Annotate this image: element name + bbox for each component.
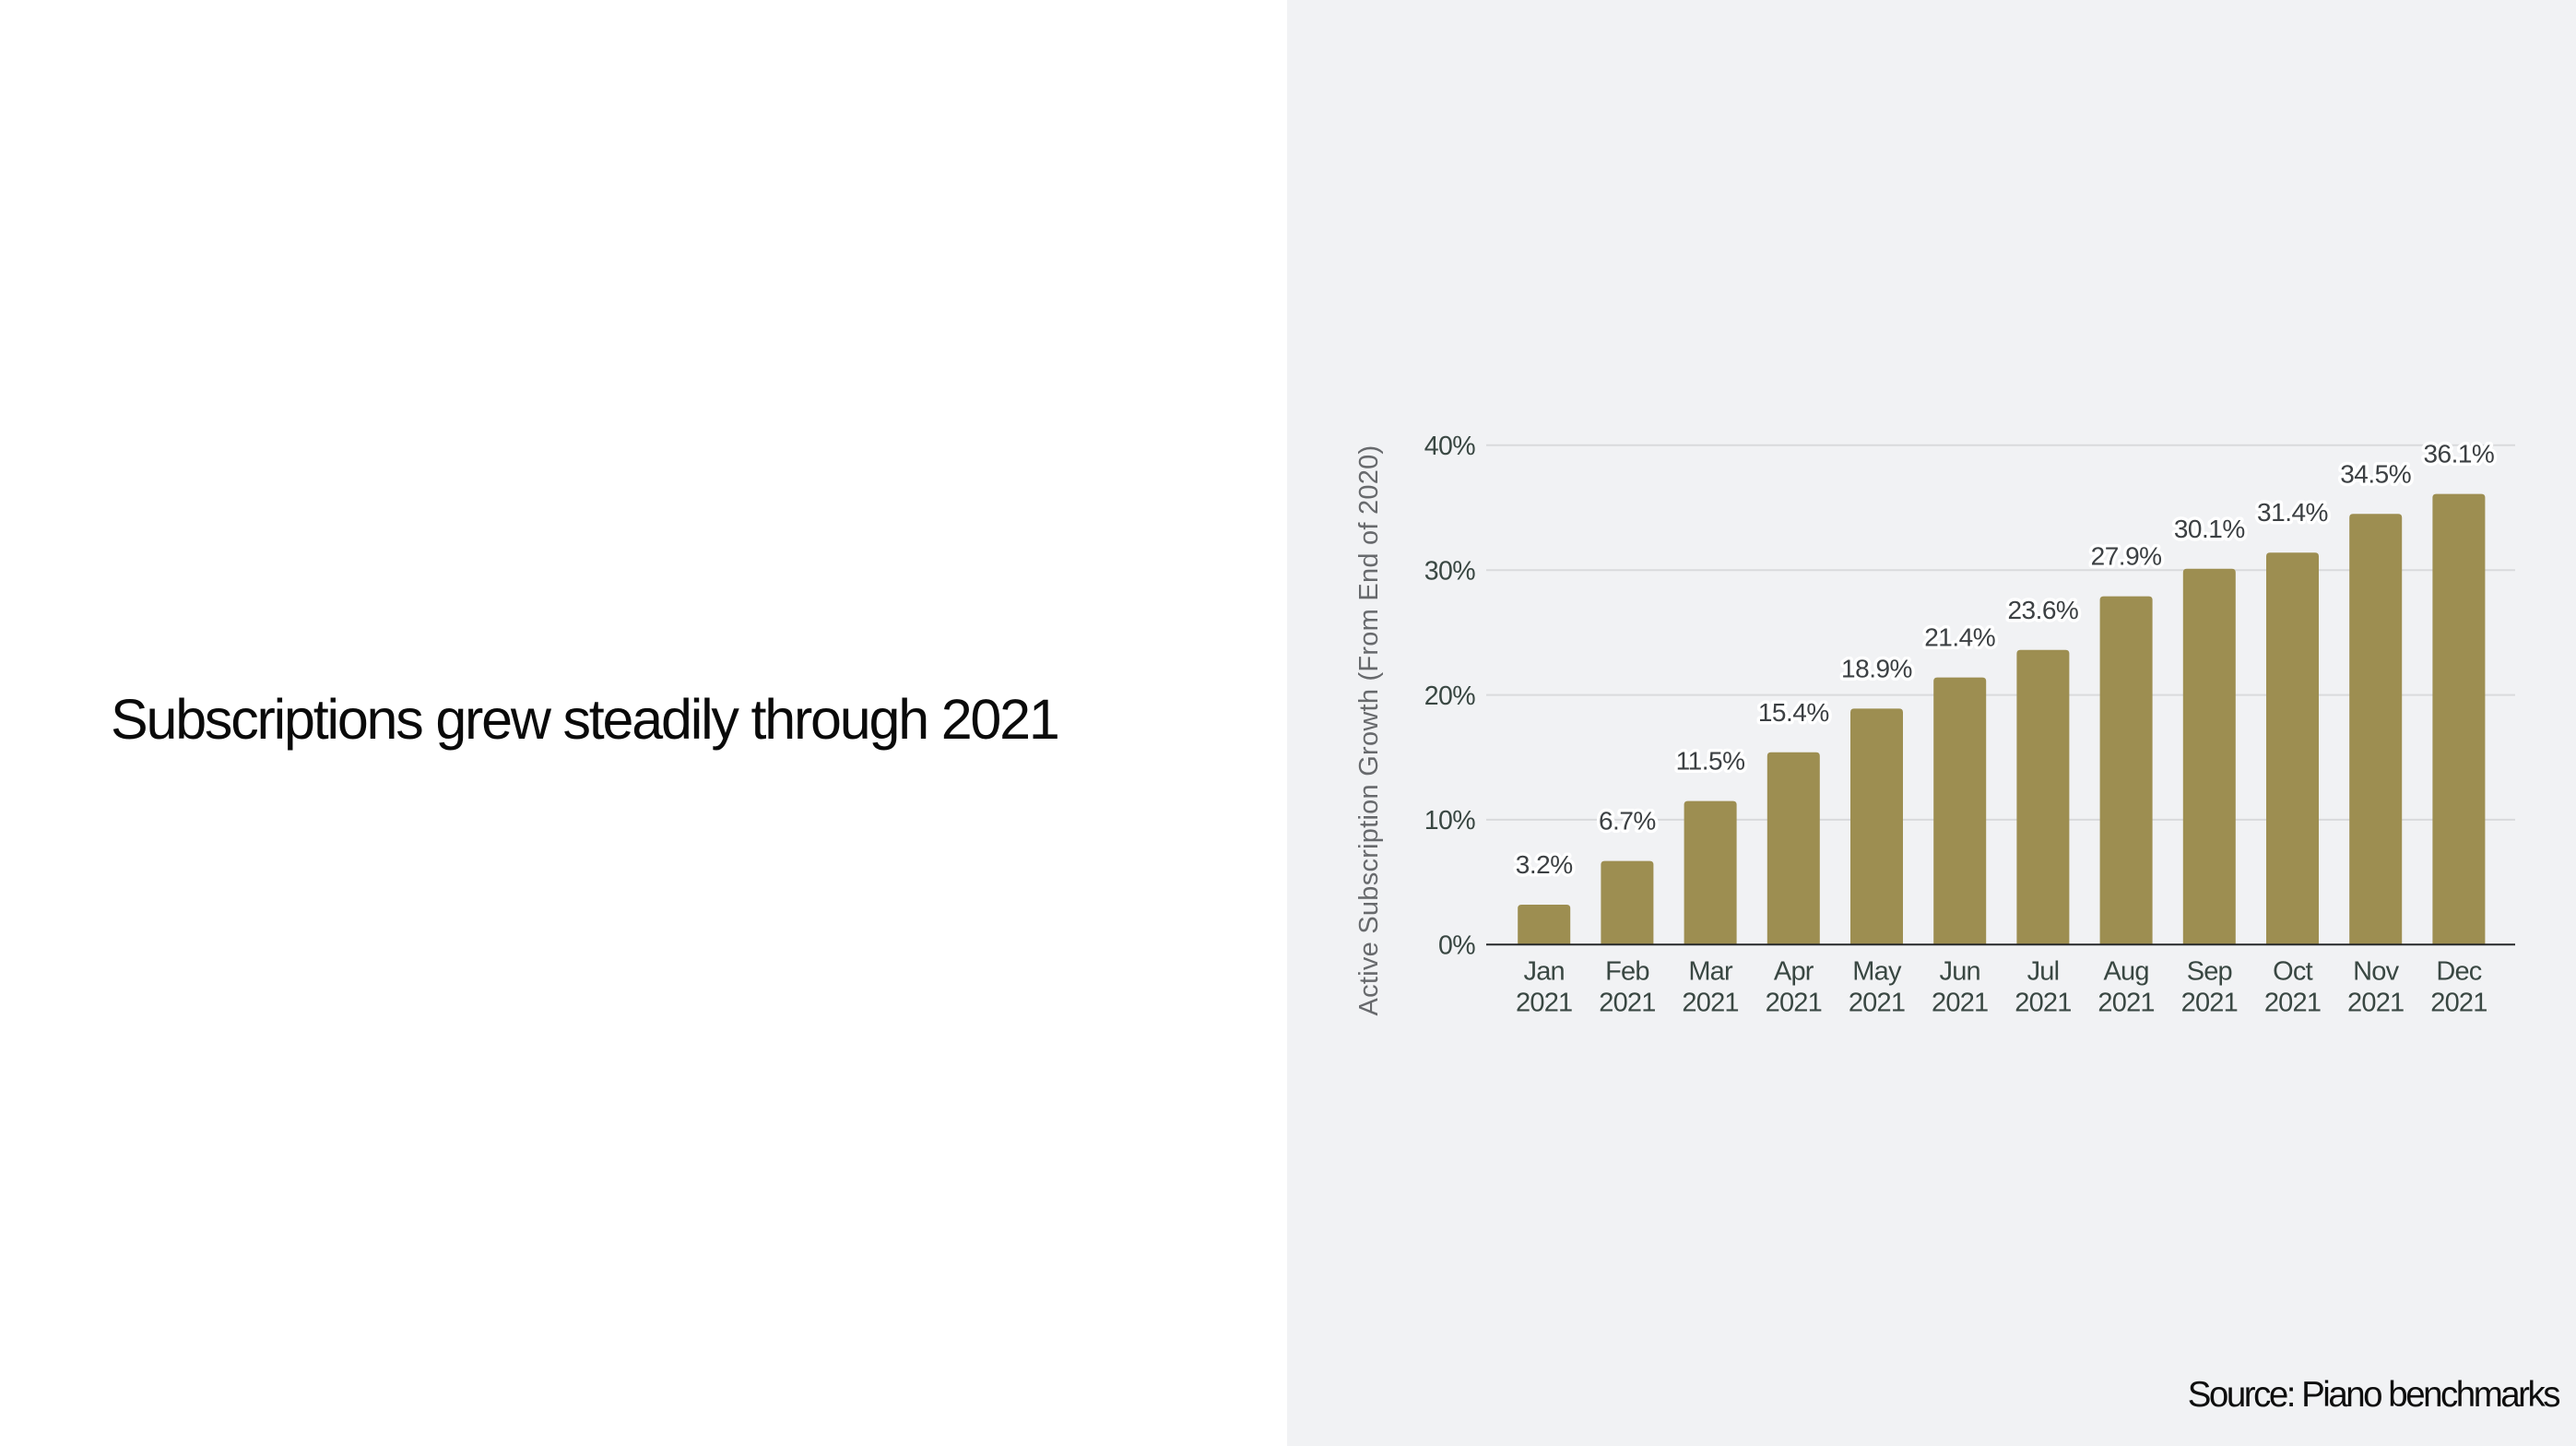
svg-text:23.6%: 23.6%	[2007, 596, 2078, 624]
svg-text:6.7%: 6.7%	[1599, 807, 1656, 836]
svg-text:2021: 2021	[2264, 988, 2321, 1017]
svg-text:30.1%: 30.1%	[2174, 515, 2245, 543]
svg-text:2021: 2021	[1932, 988, 1988, 1017]
svg-text:Mar: Mar	[1688, 957, 1733, 987]
svg-text:2021: 2021	[2430, 988, 2487, 1017]
svg-text:15.4%: 15.4%	[1758, 698, 1829, 727]
svg-text:2021: 2021	[1516, 988, 1572, 1017]
svg-text:Source: Piano benchmarks: Source: Piano benchmarks	[2188, 1375, 2559, 1415]
svg-text:11.5%: 11.5%	[1676, 747, 1745, 776]
svg-text:Feb: Feb	[1605, 957, 1649, 987]
svg-text:2021: 2021	[1849, 988, 1905, 1017]
svg-text:2021: 2021	[1682, 988, 1738, 1017]
svg-text:Oct: Oct	[2273, 957, 2312, 987]
svg-text:Jun: Jun	[1940, 957, 1980, 987]
svg-text:27.9%: 27.9%	[2091, 542, 2162, 571]
svg-text:2021: 2021	[2347, 988, 2404, 1017]
svg-text:Active Subscription Growth (Fr: Active Subscription Growth (From End of …	[1354, 445, 1384, 1016]
svg-text:18.9%: 18.9%	[1841, 654, 1912, 682]
svg-text:Jul: Jul	[2027, 957, 2060, 987]
svg-text:30%: 30%	[1424, 556, 1476, 586]
svg-text:40%: 40%	[1424, 432, 1476, 461]
svg-text:2021: 2021	[1599, 988, 1655, 1017]
svg-text:2021: 2021	[2181, 988, 2238, 1017]
svg-text:21.4%: 21.4%	[1924, 623, 1995, 652]
svg-text:0%: 0%	[1438, 931, 1475, 961]
svg-text:Apr: Apr	[1774, 957, 1814, 987]
svg-text:Jan: Jan	[1524, 957, 1565, 987]
svg-text:Subscriptions grew steadily th: Subscriptions grew steadily through 2021	[111, 688, 1058, 751]
svg-text:May: May	[1852, 957, 1902, 987]
svg-text:10%: 10%	[1424, 806, 1476, 836]
svg-text:20%: 20%	[1424, 682, 1476, 711]
svg-text:Dec: Dec	[2436, 957, 2481, 987]
svg-text:Sep: Sep	[2187, 957, 2232, 987]
svg-text:2021: 2021	[2015, 988, 2071, 1017]
svg-text:31.4%: 31.4%	[2257, 498, 2328, 527]
svg-text:3.2%: 3.2%	[1516, 850, 1573, 879]
svg-text:36.1%: 36.1%	[2423, 440, 2494, 468]
svg-text:Aug: Aug	[2103, 957, 2148, 987]
svg-text:2021: 2021	[1766, 988, 1822, 1017]
svg-text:34.5%: 34.5%	[2340, 459, 2411, 488]
svg-text:Nov: Nov	[2353, 957, 2399, 987]
svg-text:2021: 2021	[2097, 988, 2154, 1017]
